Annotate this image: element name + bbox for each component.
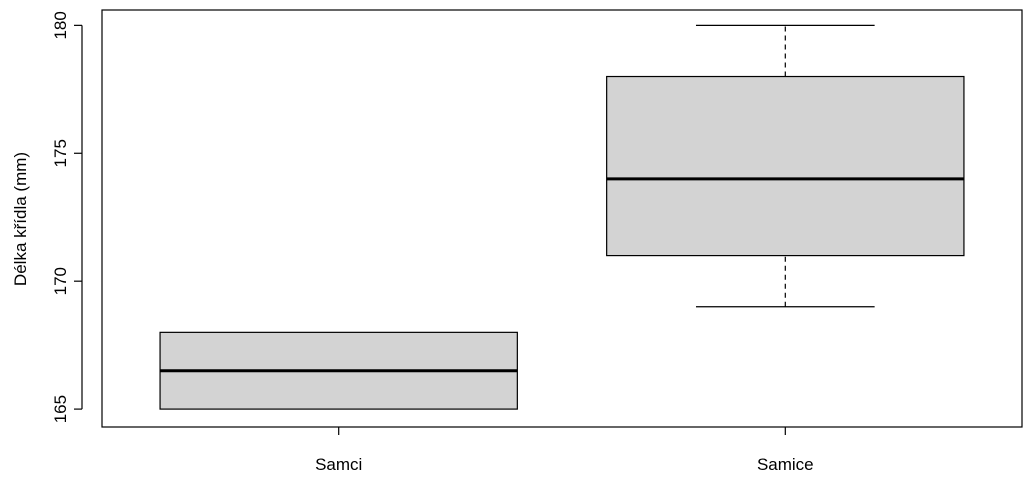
y-axis: 165 170 175 180 — [51, 11, 83, 423]
plot-frame — [101, 9, 1023, 428]
x-axis: Samci Samice — [315, 427, 814, 474]
y-tick-label: 170 — [51, 267, 70, 295]
y-axis-label: Délka křídla (mm) — [11, 152, 30, 286]
boxes-layer — [159, 24, 965, 410]
box-samice — [606, 24, 965, 308]
y-tick-label: 175 — [51, 139, 70, 167]
y-tick-label: 180 — [51, 11, 70, 39]
box-samci — [159, 331, 518, 410]
x-tick-label: Samice — [757, 455, 814, 474]
box-body — [606, 75, 965, 257]
x-tick-label: Samci — [315, 455, 362, 474]
y-tick-label: 165 — [51, 395, 70, 423]
